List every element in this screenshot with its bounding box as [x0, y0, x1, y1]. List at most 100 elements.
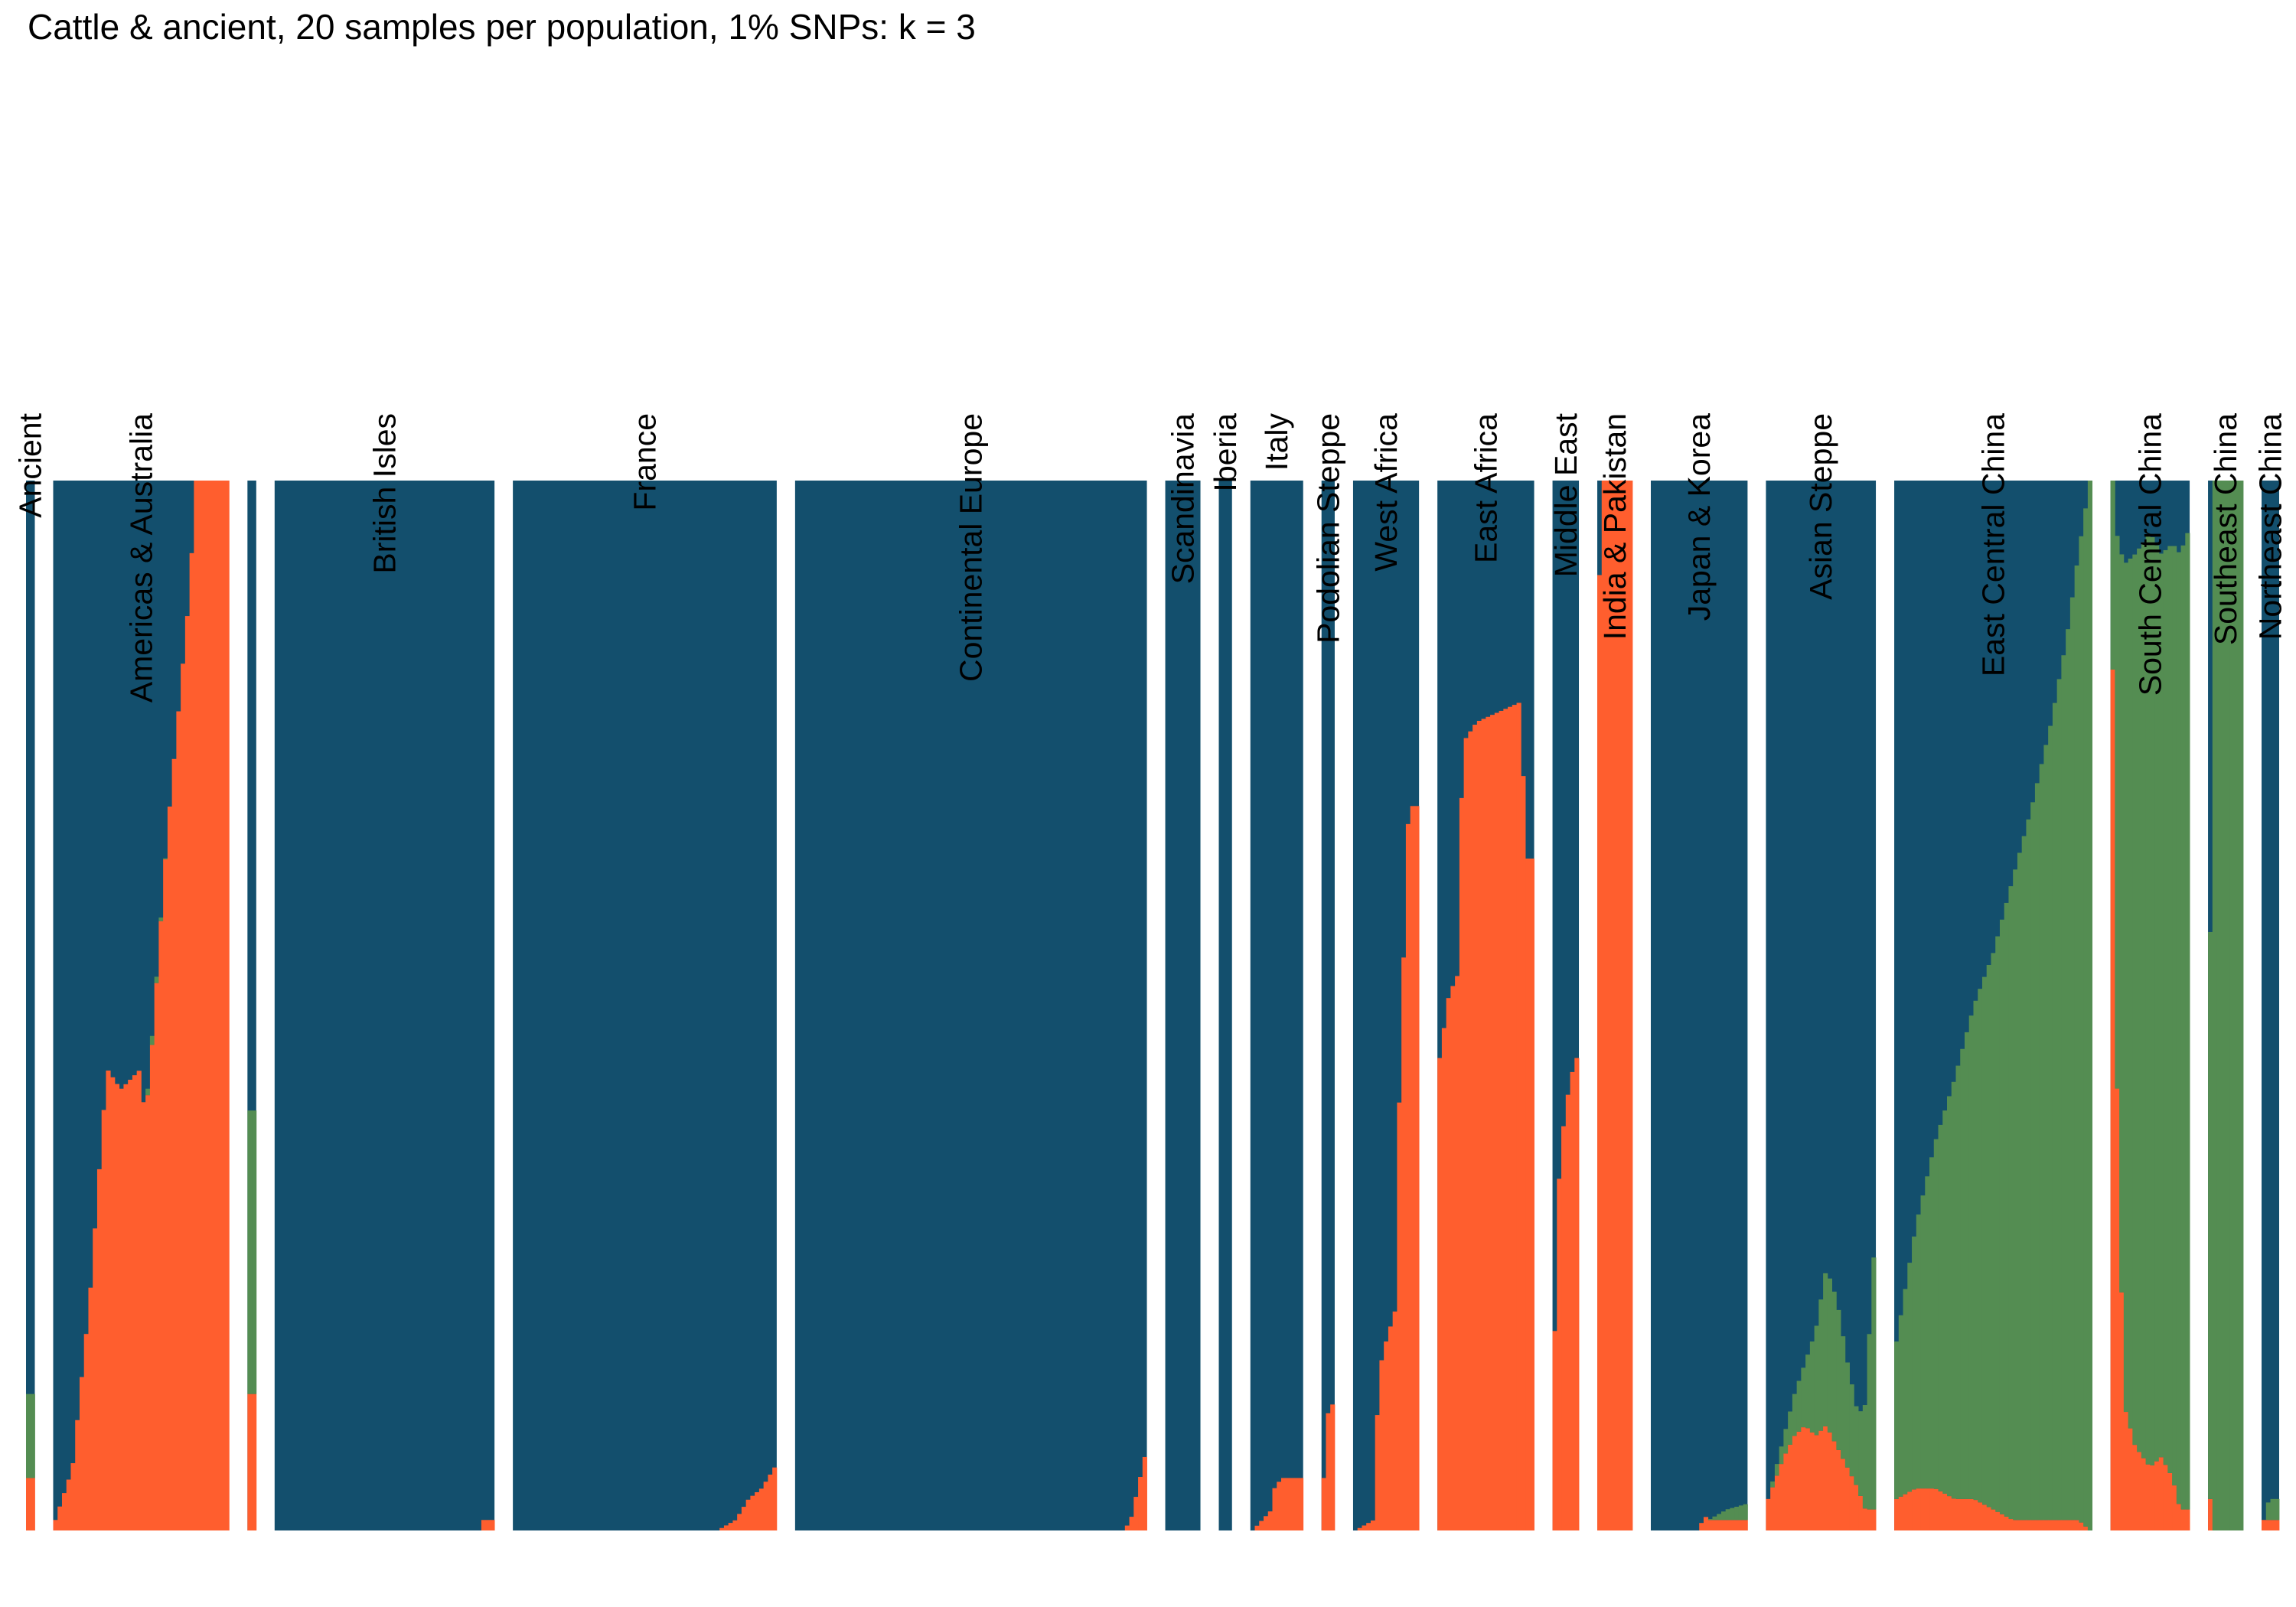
ancestry-bar-k2 [136, 1071, 142, 1530]
ancestry-bar-k2 [758, 1488, 765, 1530]
ancestry-bar-k3 [2087, 481, 2093, 1530]
ancestry-bar-k2 [1405, 823, 1411, 1530]
ancestry-bar-k3 [1770, 1481, 1776, 1488]
ancestry-bar-k2 [149, 1045, 155, 1530]
ancestry-bar-k2 [1738, 1520, 1744, 1530]
ancestry-bar-k3 [1792, 1393, 1798, 1436]
ancestry-bar-k2 [732, 1520, 738, 1530]
population-group [2262, 481, 2280, 1530]
ancestry-bar-k2 [1410, 806, 1415, 1530]
ancestry-bar-k3 [1809, 1341, 1815, 1433]
ancestry-bar-k2 [1951, 1498, 1956, 1530]
ancestry-bar-k3 [2154, 545, 2160, 1462]
ancestry-bar-k3 [1836, 1309, 1841, 1450]
ancestry-bar-k2 [220, 481, 225, 1530]
ancestry-bar-k3 [252, 1110, 257, 1394]
ancestry-bar-k2 [485, 1520, 491, 1530]
population-label: East Africa [1468, 413, 1503, 563]
ancestry-bar-k3 [2039, 764, 2044, 1521]
ancestry-bar-k2 [1446, 998, 1451, 1530]
ancestry-bar-k2 [252, 1393, 257, 1530]
population-block [1165, 481, 1201, 1530]
ancestry-bar-k2 [1401, 957, 1407, 1530]
ancestry-bar-k2 [1516, 702, 1521, 1530]
ancestry-bar-k2 [1459, 797, 1465, 1530]
ancestry-bar-k3 [1986, 964, 1991, 1508]
ancestry-bar-k2 [1788, 1444, 1793, 1530]
population-label: Americas & Australia [123, 413, 158, 702]
ancestry-bar-k2 [1841, 1459, 1846, 1530]
population-group [1165, 481, 1201, 1530]
ancestry-bar-k2 [1796, 1431, 1802, 1530]
ancestry-bar-k3 [2185, 533, 2190, 1510]
ancestry-bar-k3 [1814, 1325, 1819, 1436]
ancestry-bar-k2 [1898, 1496, 1903, 1530]
ancestry-bar-k2 [1973, 1500, 1978, 1530]
ancestry-bar-k3 [1796, 1380, 1802, 1432]
ancestry-bar-k2 [1707, 1520, 1713, 1530]
ancestry-bar-k2 [2039, 1520, 2044, 1530]
ancestry-bar-k3 [2069, 597, 2076, 1521]
ancestry-bar-k2 [171, 758, 177, 1530]
ancestry-bar-k3 [2013, 869, 2018, 1521]
ancestry-bar-k2 [1858, 1495, 1864, 1530]
ancestry-bar-k3 [2004, 902, 2009, 1517]
ancestry-bar-k2 [1326, 1413, 1331, 1530]
ancestry-bar-k3 [2079, 536, 2084, 1523]
ancestry-bar-k2 [2176, 1504, 2181, 1530]
ancestry-bar-k2 [1366, 1523, 1371, 1530]
ancestry-bar-k2 [2145, 1464, 2151, 1530]
ancestry-bar-k2 [1280, 1478, 1287, 1530]
population-group [26, 481, 35, 1530]
ancestry-bar-k3 [1907, 1263, 1913, 1492]
ancestry-bar-k2 [2056, 1520, 2062, 1530]
ancestry-bar-k2 [1437, 1058, 1443, 1530]
ancestry-bar-k3 [1827, 1278, 1832, 1433]
population-label: Northeast China [2253, 413, 2288, 640]
ancestry-bar-k2 [723, 1525, 729, 1530]
ancestry-bar-k2 [1805, 1428, 1811, 1530]
population-group [2110, 481, 2190, 1531]
ancestry-bar-k2 [768, 1474, 773, 1530]
ancestry-bar-k2 [53, 1520, 58, 1530]
ancestry-bar-k2 [1379, 1360, 1384, 1530]
ancestry-bar-k2 [1699, 1523, 1704, 1530]
ancestry-bar-k2 [189, 553, 194, 1530]
ancestry-bar-k2 [2270, 1520, 2275, 1530]
ancestry-bar-k3 [2270, 1498, 2275, 1521]
ancestry-bar-k3 [2008, 886, 2014, 1520]
ancestry-bar-k3 [1960, 1048, 1965, 1499]
population-label: Asian Steppe [1803, 413, 1838, 600]
ancestry-bar-k3 [1788, 1411, 1793, 1445]
ancestry-bar-k2 [1916, 1488, 1921, 1530]
ancestry-bar-k2 [1259, 1521, 1264, 1530]
ancestry-bar-k2 [2043, 1520, 2049, 1530]
ancestry-bar-k2 [101, 1110, 106, 1530]
population-label: Ancient [13, 412, 48, 517]
ancestry-bar-k2 [1597, 575, 1603, 1530]
ancestry-bar-k2 [1955, 1498, 1961, 1530]
ancestry-bar-k2 [1570, 1071, 1575, 1530]
ancestry-bar-k3 [1871, 1257, 1877, 1510]
ancestry-bar-k3 [2021, 836, 2027, 1521]
ancestry-bar-k2 [1264, 1516, 1269, 1530]
ancestry-bar-k2 [1499, 710, 1504, 1531]
ancestry-bar-k2 [1142, 1456, 1147, 1530]
ancestry-bar-k3 [149, 1035, 155, 1045]
ancestry-bar-k2 [1770, 1487, 1776, 1530]
ancestry-bar-k2 [1290, 1478, 1295, 1530]
population-block [513, 481, 777, 1530]
ancestry-bar-k3 [1973, 1000, 1978, 1501]
ancestry-bar-k2 [481, 1520, 487, 1530]
ancestry-bar-k2 [2172, 1485, 2177, 1530]
ancestry-bar-k2 [1938, 1491, 1943, 1530]
population-block [1650, 481, 1748, 1530]
ancestry-bar-k3 [2074, 566, 2079, 1521]
ancestry-bar-k3 [26, 1393, 31, 1478]
ancestry-bar-k2 [1947, 1496, 1952, 1530]
ancestry-bar-k2 [1720, 1520, 1727, 1530]
ancestry-bar-k2 [1991, 1509, 1996, 1530]
ancestry-bar-k2 [1129, 1517, 1134, 1530]
ancestry-bar-k2 [176, 711, 181, 1530]
ancestry-bar-k2 [2034, 1520, 2040, 1530]
